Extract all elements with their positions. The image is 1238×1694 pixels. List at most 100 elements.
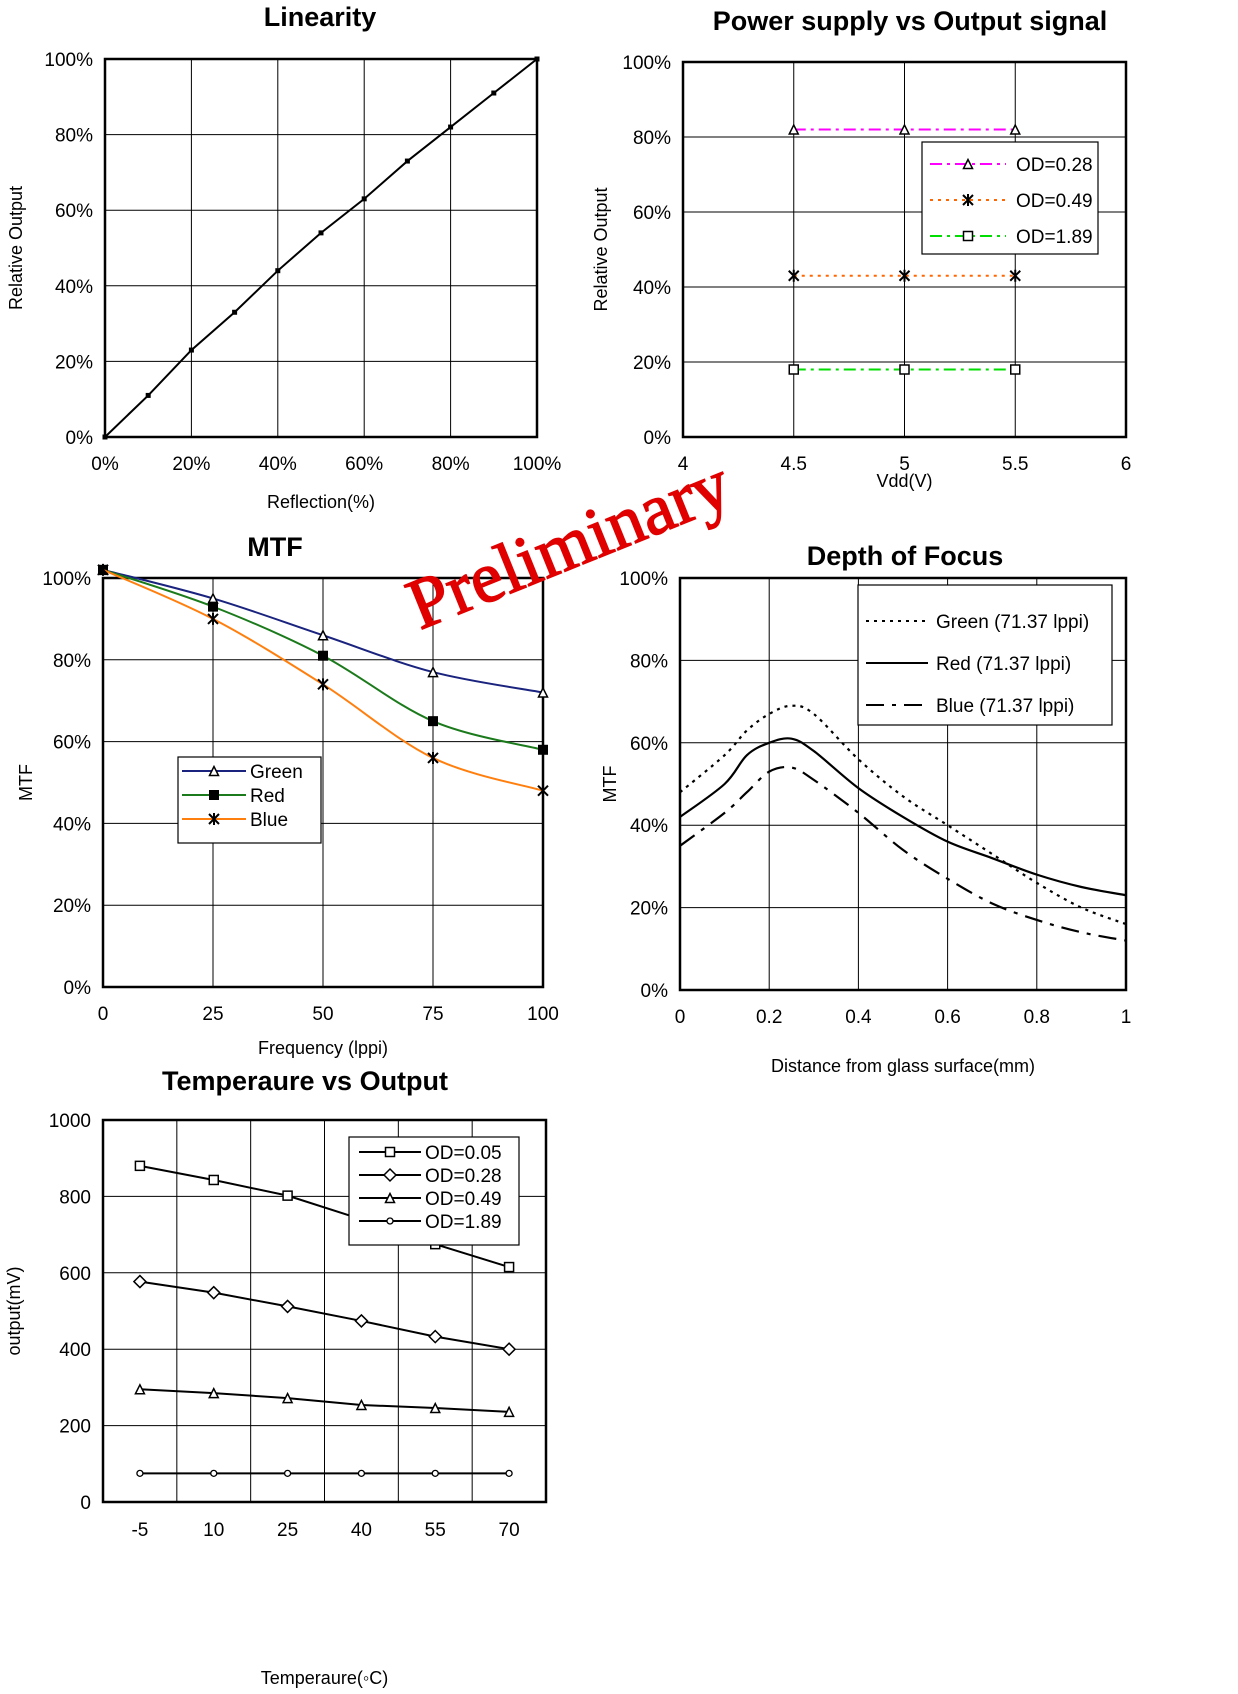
temp-legend-label: OD=0.05 [425,1143,502,1164]
temp-legend-marker [384,1146,396,1158]
mtf-xtick-label: 75 [422,1004,443,1025]
temp-data-point [136,1469,144,1477]
mtf-ytick-label: 20% [53,896,91,917]
power-data-point [898,269,911,282]
temp-data-point [503,1405,515,1418]
mtf-legend-label: Blue [250,810,288,831]
linearity-data-point [275,268,281,274]
mtf-ytick-label: 100% [42,569,91,590]
temp-data-point [280,1299,295,1314]
temp-legend-box [348,1136,520,1246]
temp-data-point [503,1261,515,1273]
temp-legend-marker [386,1217,394,1225]
dof-x-axis-label: Distance from glass surface(mm) [771,1056,1035,1076]
power-chart: Power supply vs Output signal 0% 20% 40% 60%… [591,6,1131,491]
linearity-x-axis-label: Reflection(%) [267,492,375,512]
dof-ytick-label: 100% [619,569,668,590]
temp-data-point [134,1160,146,1172]
temp-data-point [355,1398,368,1411]
temp-legend-item: OD=1.89 [359,1212,502,1233]
temp-ytick-label: 600 [59,1264,91,1285]
mtf-ytick-label: 40% [53,814,91,835]
mtf-ytick-label: 80% [53,651,91,672]
temp-data-point [283,1469,292,1477]
temp-data-point [429,1401,441,1414]
mtf-xtick-label: 100 [527,1004,559,1025]
dof-xtick-label: 0.4 [845,1007,872,1028]
temp-ytick-label: 800 [59,1187,91,1208]
linearity-xtick-label: 20% [172,454,210,475]
power-data-point [898,123,911,135]
temp-ytick-label: 0 [80,1493,91,1514]
dof-series-line [679,704,1127,926]
mtf-data-point [318,650,328,661]
mtf-data-point [537,686,549,698]
linearity-ytick-label: 40% [55,277,93,298]
power-data-point [899,364,910,375]
mtf-data-point [428,716,438,727]
linearity-data-point [534,56,540,62]
linearity-xtick-label: 0% [91,454,119,475]
mtf-y-axis-label: MTF [16,764,36,801]
dof-series-blue-71-37-lppi- [679,765,1127,942]
temp-series-line [139,1388,510,1413]
linearity-y-axis-label: Relative Output [6,186,26,310]
temp-series-od-0-49 [134,1383,515,1418]
mtf-data-point [427,751,439,764]
dof-ytick-label: 60% [630,734,668,755]
temp-chart: Temperaure vs Output 0 200 400 600 800 1000 -5 1… [4,1066,548,1688]
power-xtick-label: 6 [1121,454,1132,475]
power-data-point [788,269,800,282]
temp-y-axis-label: output(mV) [4,1266,24,1355]
dof-xtick-label: 0.8 [1024,1007,1050,1028]
temp-data-point [134,1383,146,1395]
power-legend-item: OD=1.89 [930,227,1093,248]
temp-legend-item: OD=0.49 [359,1189,502,1210]
power-legend: OD=0.28 OD=0.49 OD=1.89 [921,141,1099,255]
power-legend-label: OD=1.89 [1016,227,1093,248]
linearity-ytick-label: 100% [44,50,93,71]
linearity-data-point [361,196,367,202]
mtf-ytick-label: 60% [53,733,91,754]
temp-data-point [210,1469,218,1477]
power-data-point [1009,269,1021,282]
linearity-xtick-label: 100% [513,454,562,475]
power-legend-item: OD=0.28 [930,155,1093,176]
mtf-data-point [427,665,439,678]
mtf-data-point [317,629,329,641]
temp-data-point [357,1469,366,1477]
linearity-xtick-label: 60% [345,454,383,475]
power-legend-marker [962,230,974,242]
power-ytick-label: 80% [633,128,671,149]
temp-data-point [208,1386,220,1399]
mtf-plot-frame [101,576,545,989]
temp-series-line [139,1280,510,1351]
mtf-xtick-label: 0 [98,1004,109,1025]
power-legend-marker [962,157,974,170]
linearity-chart: Linearity 0% 20% 40% 60% 80% 100% 0% 20% 40% 60% 80… [6,2,561,512]
linearity-data-point [102,434,108,440]
dof-series-line [679,737,1127,897]
dof-legend-item: Green (71.37 lppi) [866,612,1089,633]
temp-legend-label: OD=0.49 [425,1189,502,1210]
temp-data-point [505,1469,513,1477]
power-x-axis-label: Vdd(V) [876,471,932,491]
mtf-legend-item: Red [182,786,285,807]
mtf-legend-marker [208,813,220,825]
mtf-legend-marker [208,764,220,777]
temp-ytick-label: 400 [59,1340,91,1361]
dof-ytick-label: 0% [641,981,669,1002]
power-legend-item: OD=0.49 [930,191,1093,212]
temp-series-od-0-28 [132,1274,517,1357]
linearity-ytick-label: 60% [55,201,93,222]
temp-data-point [431,1469,439,1477]
dof-ytick-label: 40% [630,816,668,837]
temp-legend-label: OD=0.28 [425,1166,502,1187]
mtf-ytick-label: 0% [64,978,92,999]
temp-data-point [282,1190,293,1201]
linearity-series-line [104,58,538,438]
mtf-legend-item: Blue [182,810,288,831]
dof-ytick-label: 20% [630,899,668,920]
dof-legend-label: Red (71.37 lppi) [936,654,1071,675]
